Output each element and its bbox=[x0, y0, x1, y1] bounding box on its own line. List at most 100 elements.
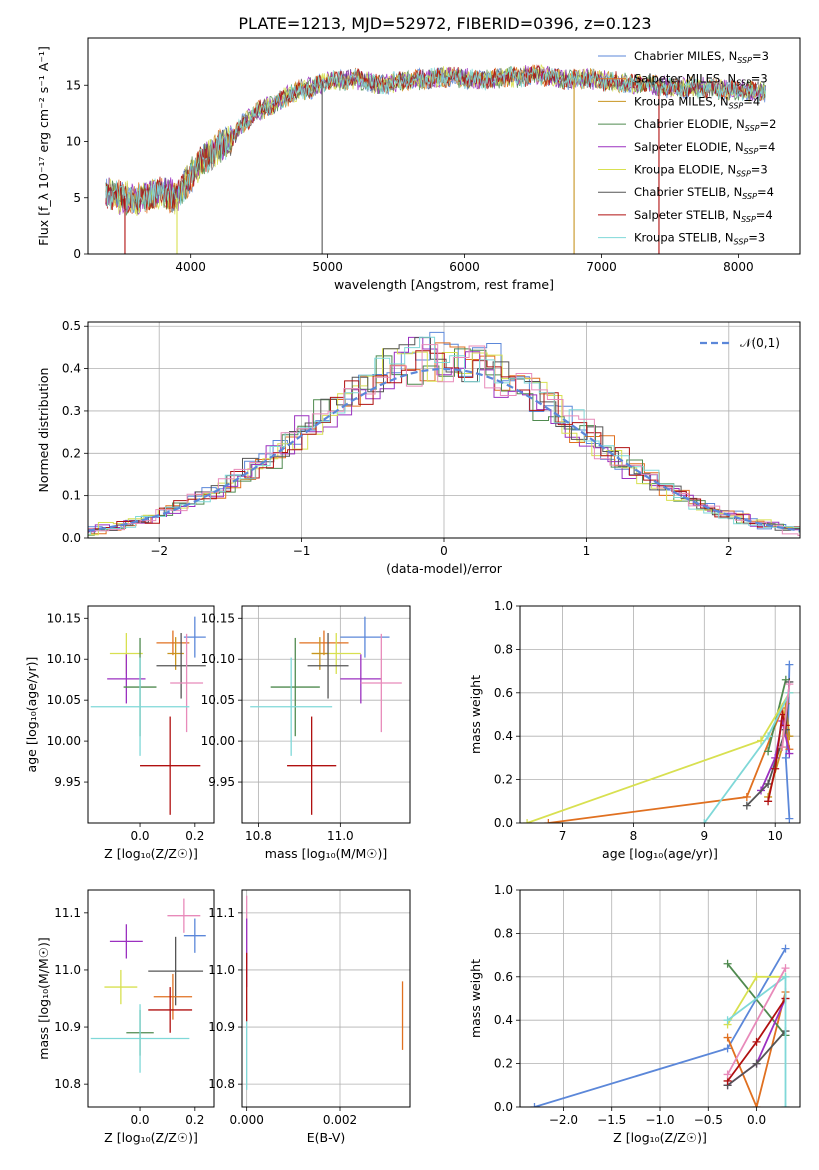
axes-frame bbox=[87, 889, 215, 1108]
y-tick-label: 10.10 bbox=[201, 652, 235, 666]
residual-histogram bbox=[88, 336, 800, 535]
weight-marker bbox=[781, 964, 790, 973]
y-tick-label: 0.1 bbox=[62, 489, 81, 503]
weight-series bbox=[778, 680, 794, 752]
x-axis-label: mass [log₁₀(M/M☉)] bbox=[265, 846, 387, 861]
error-point bbox=[109, 924, 143, 959]
weight-series bbox=[530, 944, 790, 1107]
error-point bbox=[148, 936, 204, 1006]
weight-line bbox=[767, 679, 787, 752]
weight-marker bbox=[752, 972, 761, 981]
weight-marker bbox=[764, 797, 773, 806]
y-tick-label: 11.0 bbox=[208, 963, 235, 977]
error-point bbox=[148, 987, 193, 1033]
error-point bbox=[167, 898, 201, 933]
legend-label: Chabrier ELODIE, NSSP=2 bbox=[634, 117, 776, 133]
panel-age_vs_mass: 10.8 11.0 9.95 10.00 10.05 10.10 10.15 mass [lo… bbox=[201, 605, 411, 861]
weight-marker bbox=[764, 779, 773, 788]
error-point bbox=[250, 657, 333, 756]
x-tick-label: −1 bbox=[293, 544, 311, 558]
weight-line bbox=[781, 683, 791, 748]
y-tick-label: 0.8 bbox=[494, 642, 513, 656]
y-tick-label: 0.8 bbox=[494, 926, 513, 940]
normal-curve bbox=[88, 367, 800, 532]
error-point bbox=[170, 633, 204, 733]
y-tick-label: 10.15 bbox=[47, 611, 81, 625]
weight-marker bbox=[742, 801, 751, 810]
x-tick-label: 0.0 bbox=[130, 829, 149, 843]
x-tick-label: −1.0 bbox=[645, 1113, 674, 1127]
y-tick-label: 10.05 bbox=[47, 693, 81, 707]
x-tick-label: 0.002 bbox=[323, 1113, 357, 1127]
y-tick-label: 0.0 bbox=[62, 531, 81, 545]
legend-label: Kroupa MILES, NSSP=4 bbox=[634, 94, 760, 110]
x-tick-label: 8 bbox=[630, 829, 638, 843]
weight-marker bbox=[781, 753, 790, 762]
weight-series bbox=[764, 675, 790, 756]
weight-marker bbox=[700, 819, 709, 823]
axes-frame bbox=[87, 321, 801, 539]
panel-age_vs_Z: 0.0 0.2 9.95 10.00 10.05 10.10 10.15 Z [log₁₀(Z… bbox=[24, 605, 215, 861]
spectrum-series-line bbox=[105, 64, 766, 214]
y-tick-label: 0.0 bbox=[494, 1100, 513, 1114]
error-point bbox=[90, 657, 190, 756]
weight-marker bbox=[723, 1016, 732, 1025]
error-point bbox=[104, 969, 138, 1005]
x-tick-label: 10 bbox=[768, 829, 783, 843]
weight-marker bbox=[764, 732, 773, 741]
x-axis-label: Z [log₁₀(Z/Z☉)] bbox=[613, 1130, 707, 1145]
x-axis-label: age [log₁₀(age/yr)] bbox=[602, 846, 718, 861]
legend-label: Chabrier STELIB, NSSP=4 bbox=[634, 185, 774, 201]
y-tick-label: 10.05 bbox=[201, 693, 235, 707]
x-tick-label: 0.2 bbox=[185, 1113, 204, 1127]
residual-histogram bbox=[88, 336, 800, 533]
weight-marker bbox=[723, 1070, 732, 1079]
weight-marker bbox=[757, 736, 766, 745]
error-point bbox=[311, 637, 329, 670]
legend-label: Kroupa STELIB, NSSP=3 bbox=[634, 231, 765, 247]
plot-area bbox=[246, 895, 404, 1090]
panel-residuals: −2 −1 0 1 2 0.0 0.1 0.2 0.3 0.4 0.5 (data-model)/er… bbox=[36, 319, 801, 576]
error-point bbox=[340, 654, 382, 704]
x-tick-label: 0.0 bbox=[130, 1113, 149, 1127]
legend-label: Salpeter MILES, NSSP=3 bbox=[634, 72, 768, 88]
y-tick-label: 9.95 bbox=[208, 775, 235, 789]
legend-label: Kroupa ELODIE, NSSP=3 bbox=[634, 163, 768, 179]
x-tick-label: 0.000 bbox=[229, 1113, 263, 1127]
weight-marker bbox=[785, 749, 794, 758]
x-tick-label: 10.8 bbox=[245, 829, 272, 843]
plot-area bbox=[105, 64, 766, 254]
plot-area bbox=[90, 616, 206, 815]
y-tick-label: 1.0 bbox=[494, 599, 513, 613]
y-axis-label: mass [log₁₀(M/M☉)] bbox=[36, 937, 51, 1059]
y-tick-label: 11.1 bbox=[208, 906, 235, 920]
x-tick-label: 1 bbox=[583, 544, 591, 558]
error-point bbox=[183, 918, 206, 953]
y-tick-label: 0.5 bbox=[62, 319, 81, 333]
weight-marker bbox=[752, 1103, 761, 1107]
residual-legend: 𝒩(0,1) bbox=[700, 336, 780, 350]
axes-frame bbox=[519, 889, 801, 1108]
y-axis-label: mass weight bbox=[468, 959, 483, 1038]
weight-marker bbox=[781, 1103, 790, 1107]
error-point bbox=[340, 616, 390, 658]
y-tick-label: 10.9 bbox=[54, 1020, 81, 1034]
weight-marker bbox=[771, 764, 780, 773]
y-tick-label: 0.6 bbox=[494, 970, 513, 984]
x-tick-label: 6000 bbox=[449, 260, 480, 274]
x-tick-label: 0 bbox=[440, 544, 448, 558]
weight-marker bbox=[785, 732, 794, 741]
x-tick-label: 11.0 bbox=[327, 829, 354, 843]
y-tick-label: 11.1 bbox=[54, 906, 81, 920]
weight-marker bbox=[778, 743, 787, 752]
x-tick-label: −0.5 bbox=[694, 1113, 723, 1127]
weight-marker bbox=[723, 1044, 732, 1053]
x-tick-label: 4000 bbox=[175, 260, 206, 274]
x-axis-label: Z [log₁₀(Z/Z☉)] bbox=[104, 846, 198, 861]
weight-marker bbox=[742, 792, 751, 801]
weight-marker bbox=[544, 819, 553, 823]
y-tick-label: 5 bbox=[73, 191, 81, 205]
x-tick-label: 0.0 bbox=[747, 1113, 766, 1127]
